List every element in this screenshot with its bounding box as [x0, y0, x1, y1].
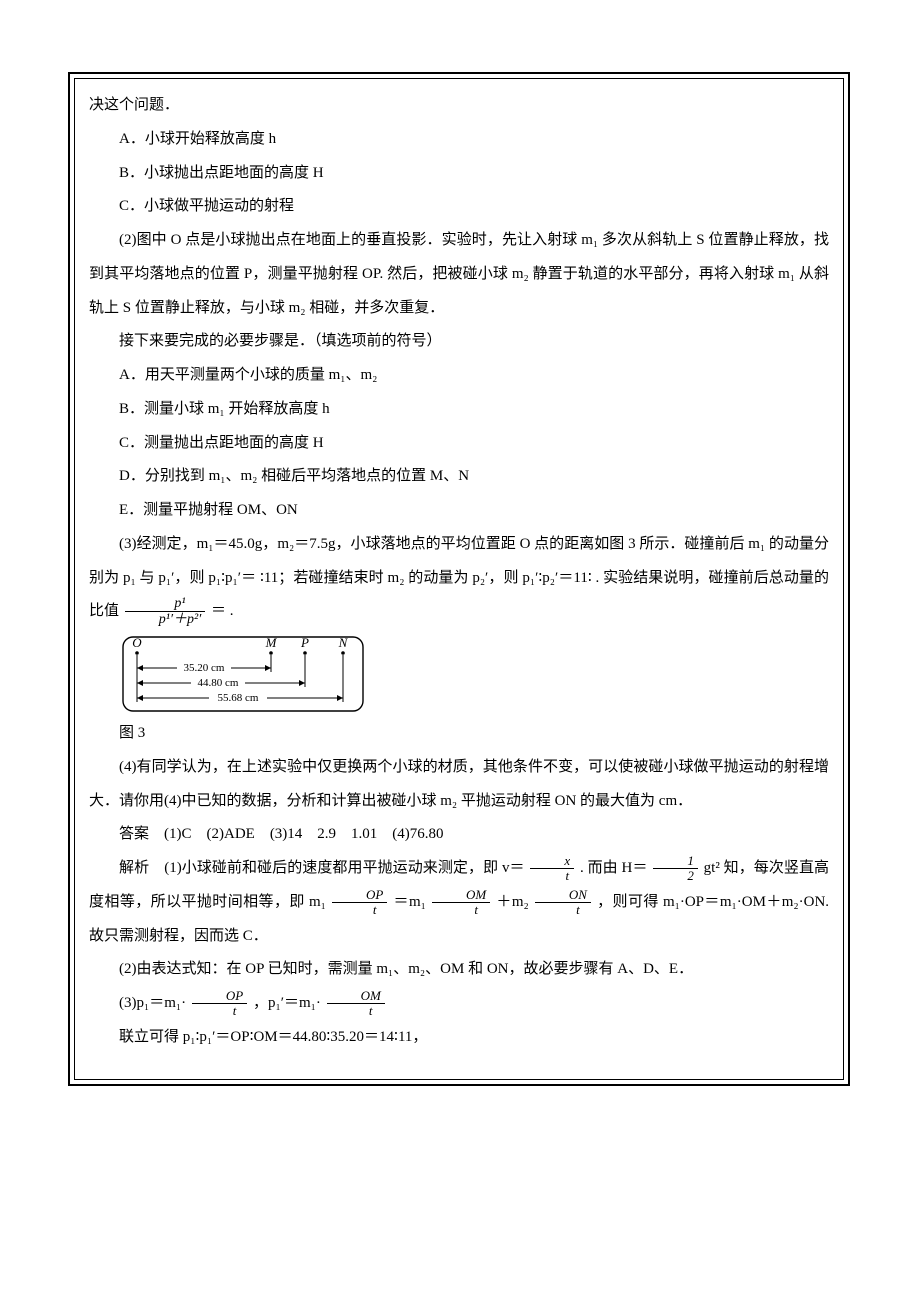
f-xt-n: x [530, 854, 574, 869]
label-P: P [300, 635, 309, 650]
label-M: M [265, 635, 278, 650]
part3-text: (3)经测定，m₁＝45.0g，m₂＝7.5g，小球落地点的平均位置距 O 点的… [89, 528, 829, 629]
frac-den: p¹′＋p²′ [125, 612, 206, 627]
f-op2-d: t [192, 1004, 247, 1018]
page-outer-border: 决这个问题． A．小球开始释放高度 h B．小球抛出点距地面的高度 H C．小球… [68, 72, 850, 1086]
f-op-n: OP [332, 888, 387, 903]
fraction-ON-t: ON t [535, 888, 591, 918]
dim-44-label: 44.80 cm [198, 677, 239, 689]
dim-55-label: 55.68 cm [218, 692, 259, 704]
f-op-d: t [332, 903, 387, 917]
explain-2: (2)由表达式知：在 OP 已知时，需测量 m₁、m₂、OM 和 ON，故必要步… [89, 953, 829, 987]
part2-text-b: 接下来要完成的必要步骤是．（填选项前的符号） [89, 325, 829, 359]
f-12-d: 2 [653, 869, 698, 883]
label-O: O [132, 635, 142, 650]
part3-tail: ＝ . [211, 603, 234, 619]
answer-line: 答案 (1)C (2)ADE (3)14 2.9 1.01 (4)76.80 [89, 818, 829, 852]
fraction-one-half: 1 2 [653, 854, 698, 884]
f-om2-d: t [327, 1004, 385, 1018]
dim-55: 55.68 cm [137, 692, 343, 704]
figure-caption: 图 3 [89, 717, 829, 751]
fraction-OP-t: OP t [332, 888, 387, 918]
q2-option-b: B．测量小球 m₁ 开始释放高度 h [89, 393, 829, 427]
dim-35-label: 35.20 cm [184, 662, 225, 674]
q2-option-a: A．用天平测量两个小球的质量 m₁、m₂ [89, 359, 829, 393]
part2-text-a: (2)图中 O 点是小球抛出点在地面上的垂直投影．实验时，先让入射球 m₁ 多次… [89, 224, 829, 325]
lead-in-line: 决这个问题． [89, 89, 829, 123]
fraction-OM-t-1: OM t [432, 888, 490, 918]
f-op2-n: OP [192, 989, 247, 1004]
q2-option-e: E．测量平抛射程 OM、ON [89, 494, 829, 528]
fraction-OP-t-2: OP t [192, 989, 247, 1019]
dot-O [135, 651, 139, 655]
explain-3: (3)p₁＝m₁· OP t ，p₁′＝m₁· OM t [89, 987, 829, 1021]
e1a: 解析 (1)小球碰前和碰后的速度都用平抛运动来测定，即 v＝ [119, 860, 525, 876]
dot-N [341, 651, 345, 655]
frac-num: p¹ [125, 596, 206, 612]
e3a: (3)p₁＝m₁· [119, 995, 186, 1011]
e3b: ，p₁′＝m₁· [253, 995, 321, 1011]
figure-3-diagram: O M P N 35.20 [119, 633, 829, 715]
fraction-x-over-t: x t [530, 854, 574, 884]
page-content: 决这个问题． A．小球开始释放高度 h B．小球抛出点距地面的高度 H C．小球… [74, 78, 844, 1080]
q1-option-a: A．小球开始释放高度 h [89, 123, 829, 157]
f-12-n: 1 [653, 854, 698, 869]
dot-P [303, 651, 307, 655]
f-xt-d: t [530, 869, 574, 883]
explain-1: 解析 (1)小球碰前和碰后的速度都用平抛运动来测定，即 v＝ x t . 而由 … [89, 852, 829, 953]
f-om1-d: t [432, 903, 490, 917]
diagram-svg: O M P N 35.20 [119, 633, 367, 715]
f-om2-n: OM [327, 989, 385, 1004]
part4-text: (4)有同学认为，在上述实验中仅更换两个小球的材质，其他条件不变，可以使被碰小球… [89, 751, 829, 819]
label-N: N [338, 635, 349, 650]
e1b: . 而由 H＝ [580, 860, 647, 876]
f-on-n: ON [535, 888, 591, 903]
explain-4: 联立可得 p₁∶p₁′＝OP∶OM＝44.80∶35.20＝14∶11， [89, 1021, 829, 1055]
q1-option-c: C．小球做平抛运动的射程 [89, 190, 829, 224]
e1e: ＋m₂ [496, 894, 528, 910]
dot-M [269, 651, 273, 655]
dim-35: 35.20 cm [137, 662, 271, 674]
fraction-OM-t-2: OM t [327, 989, 385, 1019]
f-on-d: t [535, 903, 591, 917]
dim-44: 44.80 cm [137, 677, 305, 689]
fraction-p-over-pp: p¹ p¹′＋p²′ [125, 596, 206, 628]
f-om1-n: OM [432, 888, 490, 903]
q1-option-b: B．小球抛出点距地面的高度 H [89, 157, 829, 191]
e1d: ＝m₁ [394, 894, 426, 910]
q2-option-c: C．测量抛出点距地面的高度 H [89, 427, 829, 461]
q2-option-d: D．分别找到 m₁、m₂ 相碰后平均落地点的位置 M、N [89, 460, 829, 494]
